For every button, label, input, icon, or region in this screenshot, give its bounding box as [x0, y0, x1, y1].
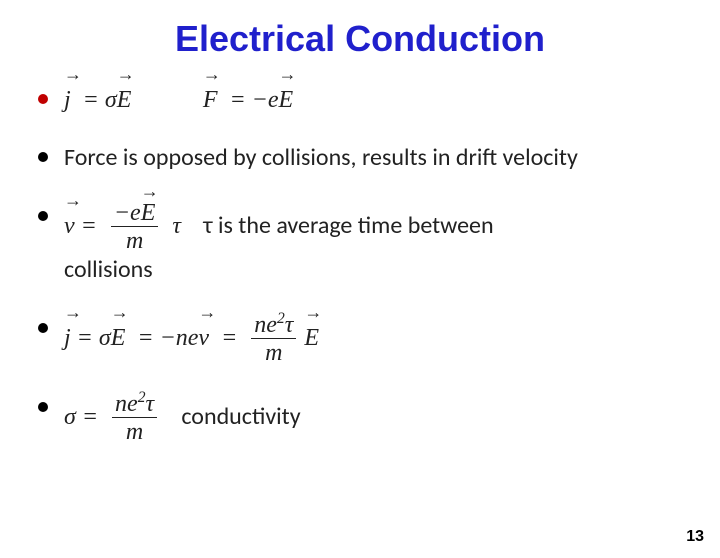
conductivity-label: conductivity [181, 402, 300, 431]
bullet-4: j→ = σE→ = −nev→ = ne2τ m E→ [36, 313, 690, 366]
page-number: 13 [686, 528, 704, 546]
equation-j-full: j→ = σE→ = −nev→ = ne2τ m E→ [64, 325, 319, 351]
bullet-2: Force is opposed by collisions, results … [36, 142, 690, 174]
equation-conductivity: σ = ne2τ m [64, 404, 165, 430]
page-title: Electrical Conduction [0, 18, 720, 60]
equation-F-eE: F→ = −eE→ [203, 87, 293, 113]
tau-explanation: τ is the average time between [203, 211, 493, 240]
bullet-list: j→ = σE→ F→ = −eE→ Force is opposed by c… [0, 84, 720, 445]
tau-explanation-2: collisions [64, 255, 153, 284]
bullet-5: σ = ne2τ m conductivity [36, 392, 690, 445]
bullet-3: v→ = −eE→ m τ τ is the average time betw… [36, 201, 690, 287]
equation-j-sigma-E: j→ = σE→ [64, 87, 137, 113]
drift-velocity-text: Force is opposed by collisions, results … [64, 143, 578, 172]
equation-drift-velocity: v→ = −eE→ m τ [64, 213, 187, 239]
bullet-1: j→ = σE→ F→ = −eE→ [36, 84, 690, 116]
